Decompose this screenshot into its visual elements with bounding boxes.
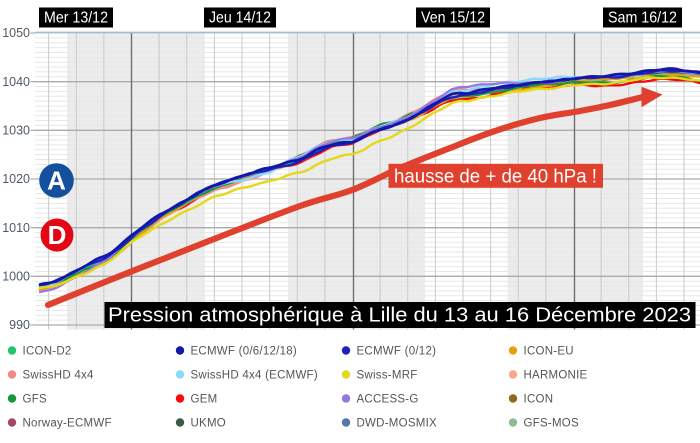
- svg-text:ECMWF (0/12): ECMWF (0/12): [357, 346, 437, 358]
- svg-text:ICON: ICON: [524, 394, 554, 406]
- svg-text:D: D: [48, 220, 67, 250]
- svg-text:SwissHD 4x4: SwissHD 4x4: [23, 370, 94, 382]
- svg-text:DWD-MOSMIX: DWD-MOSMIX: [357, 418, 438, 430]
- svg-text:UKMO: UKMO: [191, 418, 227, 430]
- svg-text:hausse de + de 40 hPa !: hausse de + de 40 hPa !: [394, 167, 597, 188]
- svg-text:1010: 1010: [2, 221, 30, 235]
- svg-text:Norway-ECMWF: Norway-ECMWF: [23, 418, 112, 430]
- svg-text:1040: 1040: [2, 75, 30, 89]
- svg-text:ACCESS-G: ACCESS-G: [357, 394, 419, 406]
- svg-text:Sam 16/12: Sam 16/12: [608, 10, 677, 27]
- svg-text:ICON-D2: ICON-D2: [23, 346, 72, 358]
- svg-text:A: A: [47, 166, 66, 196]
- svg-text:1050: 1050: [2, 26, 30, 40]
- svg-text:GFS-MOS: GFS-MOS: [524, 418, 579, 430]
- svg-text:Pression atmosphérique à Lille: Pression atmosphérique à Lille du 13 au …: [108, 305, 691, 327]
- svg-text:HARMONIE: HARMONIE: [524, 370, 588, 382]
- svg-text:Jeu 14/12: Jeu 14/12: [209, 10, 271, 27]
- svg-text:1000: 1000: [2, 270, 30, 284]
- svg-text:SwissHD 4x4 (ECMWF): SwissHD 4x4 (ECMWF): [191, 370, 318, 382]
- svg-text:ECMWF (0/6/12/18): ECMWF (0/6/12/18): [191, 346, 298, 358]
- svg-text:Mer 13/12: Mer 13/12: [44, 10, 108, 27]
- svg-text:1030: 1030: [2, 124, 30, 138]
- svg-text:Ven 15/12: Ven 15/12: [421, 10, 485, 27]
- svg-text:990: 990: [9, 318, 30, 332]
- svg-text:ICON-EU: ICON-EU: [524, 346, 574, 358]
- svg-text:1020: 1020: [2, 172, 30, 186]
- svg-text:GEM: GEM: [191, 394, 218, 406]
- svg-text:Swiss-MRF: Swiss-MRF: [357, 370, 418, 382]
- svg-text:GFS: GFS: [23, 394, 47, 406]
